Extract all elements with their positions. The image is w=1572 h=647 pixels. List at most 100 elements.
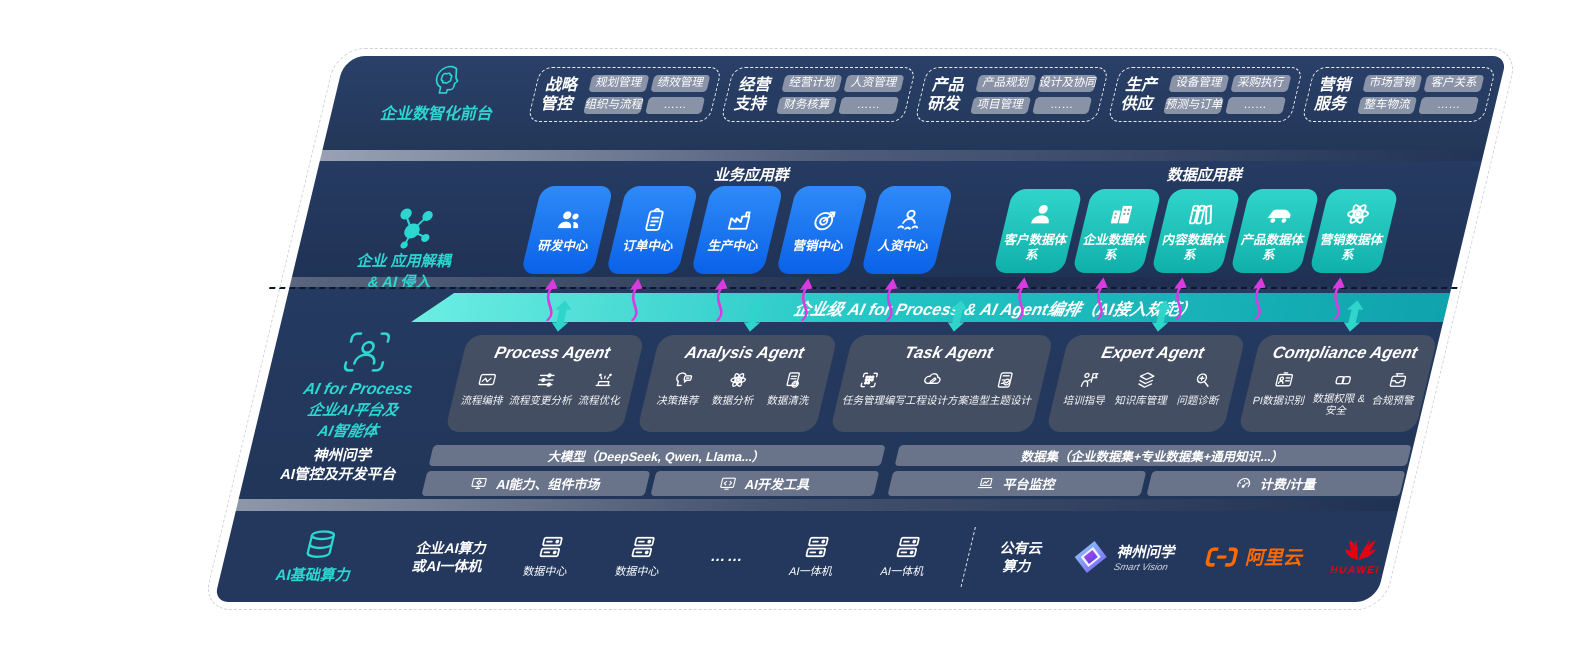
capability-label: 决策推荐 [655,395,701,407]
module-chip: 整车物流 [1356,97,1418,114]
platform-cell-label: AI开发工具 [743,477,812,492]
links-icon [1331,370,1356,390]
platform-cell: 计费/计量 [1146,471,1406,496]
front-office-group: 营销服务 市场营销 客户关系 整车物流…… [1300,67,1497,122]
tile-label: 营销中心 [791,239,846,253]
front-office-group: 经营支持 经营计划 人资管理 财务核算…… [720,67,917,122]
module-chip: 设备管理 [1168,75,1230,92]
agent-title: Process Agent [492,344,612,362]
flow-arrow-icon [529,275,571,326]
agent-capability: 数据清洗 [765,370,816,408]
models-header: 大模型（DeepSeek, Qwen, Llama...） [428,445,886,466]
agent-capability: 流程优化 [577,370,628,408]
shenzhou-wenxue-logo-icon [1074,540,1107,573]
flow-arrow-icon [869,275,911,326]
agent-capability: 问题诊断 [1175,370,1226,408]
capability-label: 任务管理 [841,395,887,407]
capability-label: 编写工程设计方案 [883,395,971,407]
app-tile: 产品数据体系 [1229,189,1321,321]
app-tile: 客户数据体系 [992,189,1084,321]
tile-label: 客户数据体系 [1002,232,1069,262]
double-arrow-icon [1338,299,1369,338]
module-chip: 组织与流程 [583,97,644,114]
front-office-groups: 战略管控 规划管理 绩效管理 组织与流程…… 经营支持 经营计划 人资管理 财务核算…… 产品研… [527,67,1497,122]
agent-items: PI数据识别 数据权限 & 安全 合规预警 [1241,370,1430,417]
infra-band: AI基础算力 企业AI算力 或AI一体机 数据中心 数据中心 …… AI一体机 AI一体… [213,511,1398,602]
agent-title: Compliance Agent [1270,344,1420,362]
module-chip: 绩效管理 [650,75,711,92]
more-nodes-ellipsis: …… [708,548,747,565]
person-icon [1025,200,1060,228]
infra-node: 数据中心 [521,534,576,579]
data-tiles: 客户数据体系 企业数据体系 内容数据体系 产品数据体系 营销数据体系 [992,189,1400,321]
infra-section-label: AI基础算力 [248,528,388,585]
capability-label: 造型主题设计 [967,395,1034,407]
flow-arrow-icon [1316,274,1358,325]
agent-capability: 流程变更分析 [508,370,580,408]
module-chip: …… [644,97,706,114]
agent-capability: 数据分析 [710,370,761,408]
theme-card-icon [993,370,1018,390]
vendor-name: 阿里云 [1243,548,1306,569]
coach-icon [1077,370,1102,390]
server-icon [892,534,924,560]
module-chip: 人资管理 [843,75,905,92]
module-chip: 客户关系 [1423,75,1485,92]
stage-icon [592,370,617,390]
group-label: 生产供应 [1119,76,1161,113]
tile-label: 营销数据体系 [1318,232,1385,262]
platform-cell: AI开发工具 [650,471,880,496]
app-tile: 营销中心 [775,186,869,322]
agent-card: Expert Agent 培训指导 知识库管理 问题诊断 [1045,300,1246,432]
module-chip: 产品规划 [975,75,1036,92]
app-decouple-band: 企业 应用解耦 & AI 侵入 业务应用群 数据应用群 研发中心 订单中心 生产… [291,161,1482,322]
capability-label: 数据权限 & 安全 [1311,393,1367,417]
datasets-cells: 平台监控 计费/计量 [887,471,1406,496]
app-tile: 生产中心 [690,186,784,322]
diagnose-icon [1191,370,1216,390]
double-arrow-icon [545,299,576,338]
ai-process-line1: AI for Process [301,381,415,398]
decouple-title-line1: 企业 应用解耦 [355,253,454,270]
app-tile: 研发中心 [520,186,614,322]
ai-process-section-label: AI for Process 企业AI平台及 AI智能体 [268,329,449,442]
agent-cards-row: Process Agent 流程编排 流程变更分析 流程优化 Analysis Age… [444,300,1439,432]
vendor-shenzhou-wenxue: 神州问学 Smart Vision [1068,539,1179,575]
app-tile: 订单中心 [605,186,699,322]
double-arrow-icon [1145,299,1176,338]
tile-label: 生产中心 [706,239,761,253]
enterprise-compute-label: 企业AI算力 或AI一体机 [410,539,489,574]
group-label: 经营支持 [732,76,774,113]
tile-label: 订单中心 [621,239,676,253]
models-cells: AI能力、组件市场 AI开发工具 [421,471,880,496]
tile-label: 内容数据体系 [1160,232,1227,262]
agent-card: Compliance Agent PI数据识别 数据权限 & 安全 合规预警 [1237,300,1439,432]
inbox-alert-icon [1386,370,1411,390]
app-tile: 企业数据体系 [1071,189,1163,321]
platform-label: 神州问学 AI管控及开发平台 [250,447,431,485]
agent-capability: 培训指导 [1062,370,1113,408]
public-cloud-label: 公有云 算力 [998,539,1045,574]
doc-clean-icon [781,370,806,390]
module-chip: …… [838,97,899,114]
group-label: 营销服务 [1313,76,1354,113]
huawei-logo-icon [1344,538,1377,560]
server-icon [535,534,567,560]
platform-cell: AI能力、组件市场 [421,471,651,496]
server-icon [627,534,659,560]
front-office-group: 生产供应 设备管理 采购执行 预测与订单…… [1107,67,1303,122]
agent-title: Analysis Agent [683,344,807,362]
flow-arrow-icon [1158,274,1200,325]
group-chips: 产品规划 设计及协同 项目管理…… [969,75,1098,114]
agent-capability: 决策推荐 [655,370,706,408]
dev-tools-icon [717,475,738,492]
capability-label: 知识库管理 [1113,395,1169,407]
bevel-strip [319,150,1485,161]
monitor-gear-icon [469,475,490,492]
group-chips: 规划管理 绩效管理 组织与流程…… [583,75,711,114]
data-group-title: 数据应用群 [1165,167,1245,184]
module-chip: 项目管理 [969,97,1031,114]
agent-capability: 编写工程设计方案 [883,370,976,408]
capability-label: 培训指导 [1062,395,1107,407]
datasets-header: 数据集（企业数据集+专业数据集+通用知识...） [894,445,1412,466]
